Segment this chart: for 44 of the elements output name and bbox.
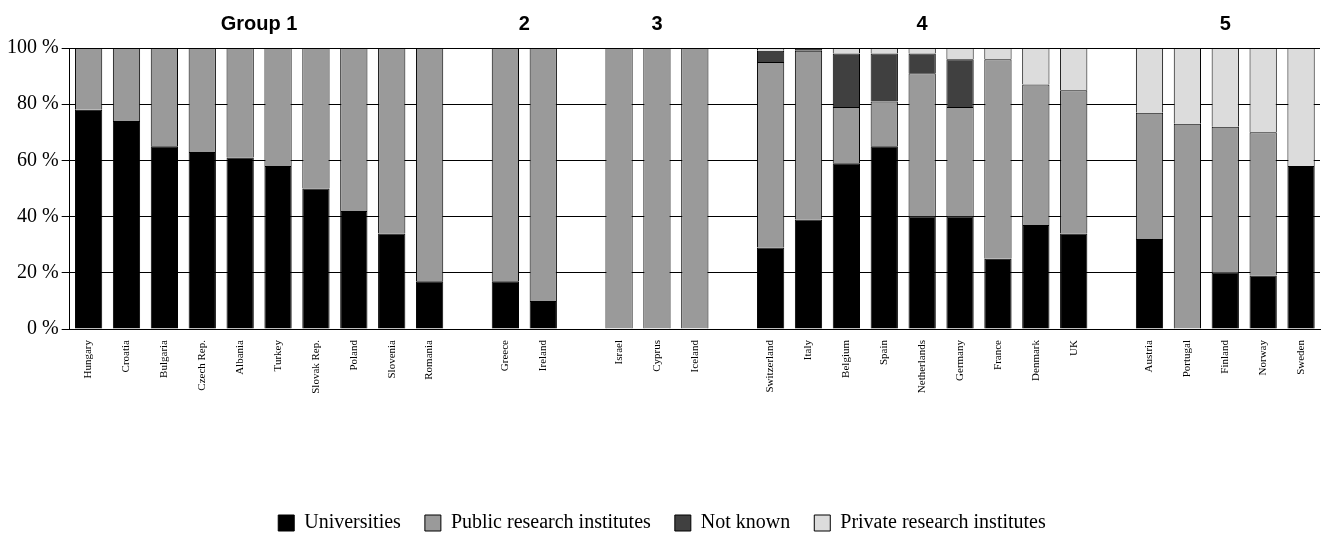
x-tick-label: Germany bbox=[952, 339, 965, 381]
legend-label: Public research institutes bbox=[450, 510, 652, 533]
x-tick-label: Slovenia bbox=[384, 339, 397, 379]
x-tick-label: Slovak Rep. bbox=[308, 339, 321, 394]
legend-label: Private research institutes bbox=[840, 510, 1046, 533]
x-tick-label: Italy bbox=[801, 339, 814, 361]
legend-label: Universities bbox=[304, 510, 402, 533]
text: 5 bbox=[1219, 11, 1231, 34]
x-tick-label: France bbox=[990, 339, 1003, 370]
x-tick-label: UK bbox=[1066, 339, 1079, 356]
x-tick-label: Denmark bbox=[1028, 339, 1041, 381]
x-tick-label: Albania bbox=[233, 339, 246, 375]
legend-label: Not known bbox=[700, 510, 791, 533]
text: 4 bbox=[916, 11, 929, 34]
x-tick-label: Belgium bbox=[839, 339, 852, 378]
x-tick-label: Poland bbox=[346, 339, 359, 371]
y-tick-label: 100 % bbox=[6, 35, 59, 58]
x-tick-label: Bulgaria bbox=[157, 339, 170, 378]
y-tick-label: 20 % bbox=[16, 260, 59, 283]
x-tick-label: Portugal bbox=[1180, 340, 1193, 378]
x-tick-label: Switzerland bbox=[763, 339, 776, 393]
x-tick-label: Spain bbox=[877, 339, 890, 366]
x-tick-label: Norway bbox=[1256, 339, 1269, 376]
y-tick-label: 40 % bbox=[16, 203, 59, 226]
x-tick-label: Ireland bbox=[536, 339, 549, 372]
x-tick-label: Iceland bbox=[687, 339, 700, 373]
y-tick-label: 60 % bbox=[16, 147, 59, 170]
x-tick-label: Greece bbox=[498, 339, 511, 372]
y-tick-label: 80 % bbox=[16, 91, 59, 114]
x-tick-label: Romania bbox=[422, 339, 435, 380]
x-tick-label: Czech Rep. bbox=[195, 339, 208, 391]
x-tick-label: Turkey bbox=[270, 339, 283, 372]
x-tick-label: Israel bbox=[611, 340, 624, 365]
text: Group 1 bbox=[220, 11, 298, 34]
x-tick-label: Austria bbox=[1142, 339, 1155, 373]
x-tick-label: Finland bbox=[1218, 339, 1231, 374]
text: 3 bbox=[651, 11, 663, 34]
x-tick-label: Cyprus bbox=[649, 340, 662, 372]
x-tick-label: Hungary bbox=[81, 339, 94, 379]
x-tick-label: Croatia bbox=[119, 339, 132, 373]
x-tick-label: Sweden bbox=[1293, 339, 1306, 375]
x-tick-label: Netherlands bbox=[915, 340, 928, 394]
y-tick-label: 0 % bbox=[26, 316, 59, 339]
text: 2 bbox=[518, 11, 530, 34]
